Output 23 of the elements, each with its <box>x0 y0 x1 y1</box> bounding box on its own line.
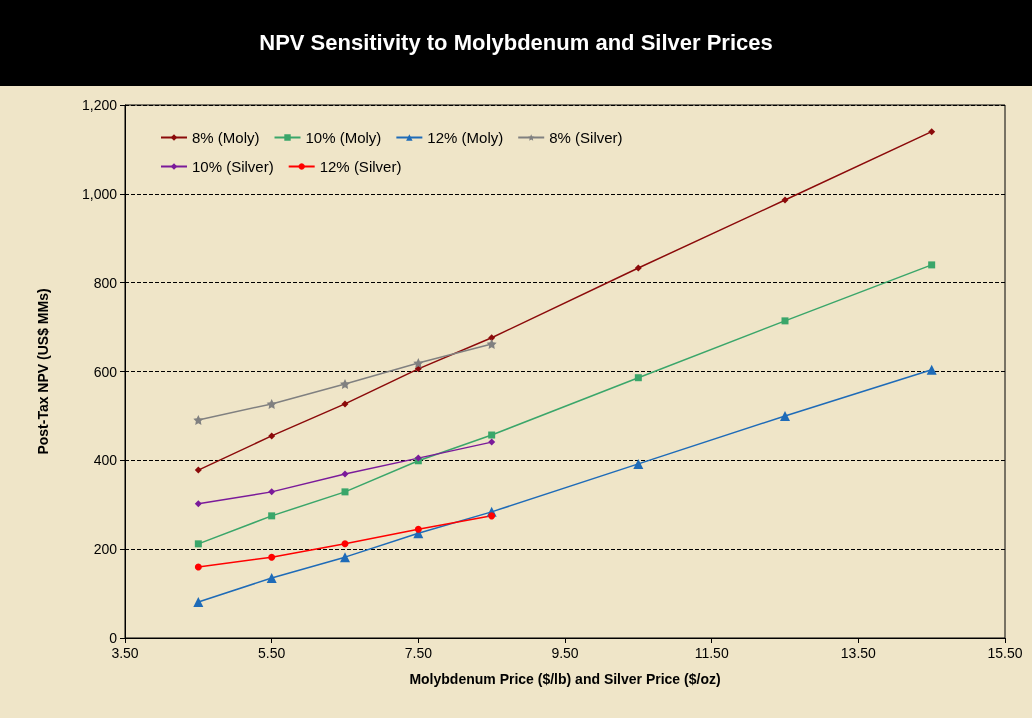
x-tick-label: 3.50 <box>111 645 139 661</box>
y-tick-label: 800 <box>93 274 118 291</box>
x-axis-title: Molybdenum Price ($/lb) and Silver Price ($/oz) <box>409 671 721 687</box>
x-tick-label: 11.50 <box>694 645 729 661</box>
y-tick-label: 600 <box>93 363 118 380</box>
legend-label: 8% (Moly) <box>192 129 260 146</box>
y-tick-label: 400 <box>93 452 118 469</box>
x-tick-label: 13.50 <box>840 645 877 661</box>
x-tick-label: 15.50 <box>987 645 1023 661</box>
x-tick-label: 7.50 <box>404 645 433 661</box>
chart-title: NPV Sensitivity to Molybdenum and Silver Prices <box>0 0 1032 86</box>
y-tick-label: 200 <box>93 541 118 558</box>
legend-label: 12% (Moly) <box>427 129 504 146</box>
y-tick-label: 1,000 <box>81 185 118 202</box>
legend-label: 8% (Silver) <box>549 129 623 146</box>
y-tick-label: 1,200 <box>81 97 118 113</box>
legend-label: 10% (Silver) <box>192 158 274 175</box>
x-tick-label: 9.50 <box>551 645 579 661</box>
x-tick-label: 5.50 <box>258 645 286 661</box>
legend-label: 12% (Silver) <box>319 158 402 175</box>
y-axis-title: Post-Tax NPV (US$ MMs) <box>35 288 51 455</box>
y-tick-label: 0 <box>109 630 118 646</box>
legend-label: 10% (Moly) <box>305 129 382 146</box>
